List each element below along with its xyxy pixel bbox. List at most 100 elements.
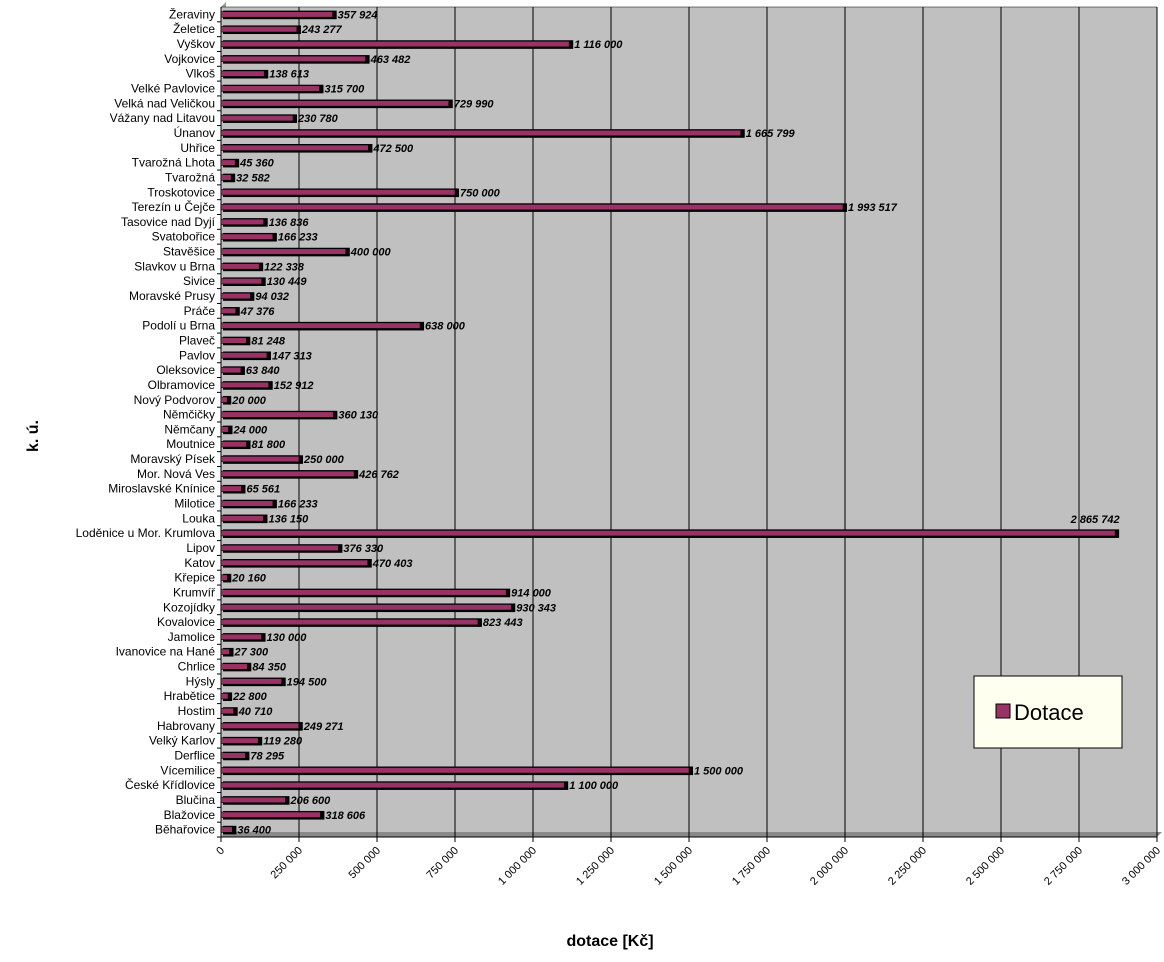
bar [220, 115, 294, 122]
data-label: 463 482 [370, 54, 411, 66]
category-label: Hostim [178, 704, 215, 718]
bar [220, 678, 282, 685]
category-label: Loděnice u Mor. Krumlova [76, 526, 216, 540]
data-label: 78 295 [250, 750, 285, 762]
bar [220, 455, 300, 463]
x-tick-label: 2 750 000 [1042, 845, 1085, 888]
data-label: 1 993 517 [848, 202, 898, 214]
x-tick-label: 2 250 000 [886, 845, 929, 888]
bar [220, 40, 570, 48]
bar [220, 574, 228, 581]
category-label: Velká nad Veličkou [114, 96, 215, 110]
data-label: 360 130 [338, 410, 379, 422]
category-label: Tvarožná [165, 170, 215, 184]
data-label: 206 600 [289, 795, 331, 807]
data-label: 147 313 [272, 350, 312, 362]
bar [220, 559, 369, 566]
data-label: 47 376 [240, 306, 276, 318]
data-label: 152 912 [274, 380, 314, 392]
data-label: 36 400 [237, 825, 272, 837]
bar [220, 307, 237, 314]
category-label: Louka [182, 511, 215, 525]
bar [220, 352, 268, 359]
data-label: 823 443 [483, 617, 523, 629]
bar [220, 441, 247, 448]
legend: Dotace [973, 675, 1123, 749]
category-label: Němčičky [163, 408, 215, 422]
category-label: Tasovice nad Dyjí [121, 215, 216, 229]
category-label: Olbramovice [148, 378, 216, 392]
category-label: Krumvíř [173, 585, 216, 599]
data-label: 81 248 [251, 335, 286, 347]
bar [220, 811, 321, 818]
category-label: Hrabětice [164, 689, 216, 703]
category-label: Velký Karlov [149, 734, 215, 748]
bar [220, 85, 320, 92]
bar [220, 648, 230, 655]
bar [220, 826, 233, 833]
data-label: 138 613 [269, 69, 309, 81]
category-label: Vyškov [177, 37, 215, 51]
data-label: 63 840 [246, 365, 281, 377]
category-label: Miroslavské Knínice [108, 482, 215, 496]
data-label: 40 710 [238, 706, 274, 718]
category-label: Běhařovice [155, 823, 215, 837]
category-label: Blučina [176, 793, 216, 807]
bar [220, 737, 259, 744]
bar [220, 322, 421, 329]
bar [220, 174, 232, 181]
x-tick-label: 250 000 [269, 845, 306, 882]
bar [220, 70, 265, 77]
category-label: Sivice [183, 274, 215, 288]
data-label: 2 865 742 [1070, 514, 1120, 526]
category-label: Ivanovice na Hané [116, 645, 216, 659]
category-label: Pavlov [179, 348, 215, 362]
x-tick-label: 1 750 000 [730, 845, 773, 888]
bar [220, 500, 274, 507]
data-label: 119 280 [263, 736, 303, 748]
category-label: Podolí u Brna [142, 319, 215, 333]
bar [220, 263, 260, 270]
x-tick-label: 3 000 000 [1120, 845, 1163, 888]
category-label: Slavkov u Brna [134, 259, 215, 273]
category-label: Stavěšice [163, 245, 215, 259]
y-axis-title: k. ú. [25, 420, 42, 452]
category-label: Křepice [174, 571, 215, 585]
category-label: Němčany [164, 422, 215, 436]
x-tick-label: 1 250 000 [574, 845, 617, 888]
data-label: 638 000 [425, 321, 466, 333]
category-label: Svatobořice [152, 230, 216, 244]
bar [220, 11, 333, 18]
category-label: Plaveč [179, 333, 215, 347]
data-label: 930 343 [516, 602, 556, 614]
category-label: Nový Podvorov [134, 393, 215, 407]
bar [220, 618, 479, 626]
x-tick-label: 750 000 [425, 845, 462, 882]
category-label: Vícemilice [160, 763, 215, 777]
category-label: Chrlice [178, 660, 216, 674]
data-label: 243 277 [301, 24, 343, 36]
data-label: 130 000 [267, 632, 308, 644]
category-label: Habrovany [157, 719, 215, 733]
plot-area: 0 250 000 500 000 750 000 1 000 000 1 250 000… [76, 2, 1163, 888]
bar [220, 485, 242, 492]
x-tick-label: 0 [214, 845, 227, 858]
data-label: 130 449 [267, 276, 308, 288]
bar [220, 292, 251, 300]
x-tick-label: 1 000 000 [496, 845, 539, 888]
data-label: 914 000 [511, 587, 552, 599]
bar [220, 707, 235, 715]
bar [220, 144, 369, 151]
x-tick-label: 500 000 [347, 845, 384, 882]
legend-label: Dotace [1014, 700, 1084, 725]
bar [220, 752, 246, 759]
bar [220, 782, 565, 789]
bar [220, 337, 247, 344]
data-label: 81 800 [252, 439, 287, 451]
data-label: 729 990 [454, 98, 495, 110]
bar [220, 100, 450, 107]
bar [220, 796, 286, 804]
data-label: 136 836 [269, 217, 310, 229]
category-label: Moravský Písek [130, 452, 216, 466]
